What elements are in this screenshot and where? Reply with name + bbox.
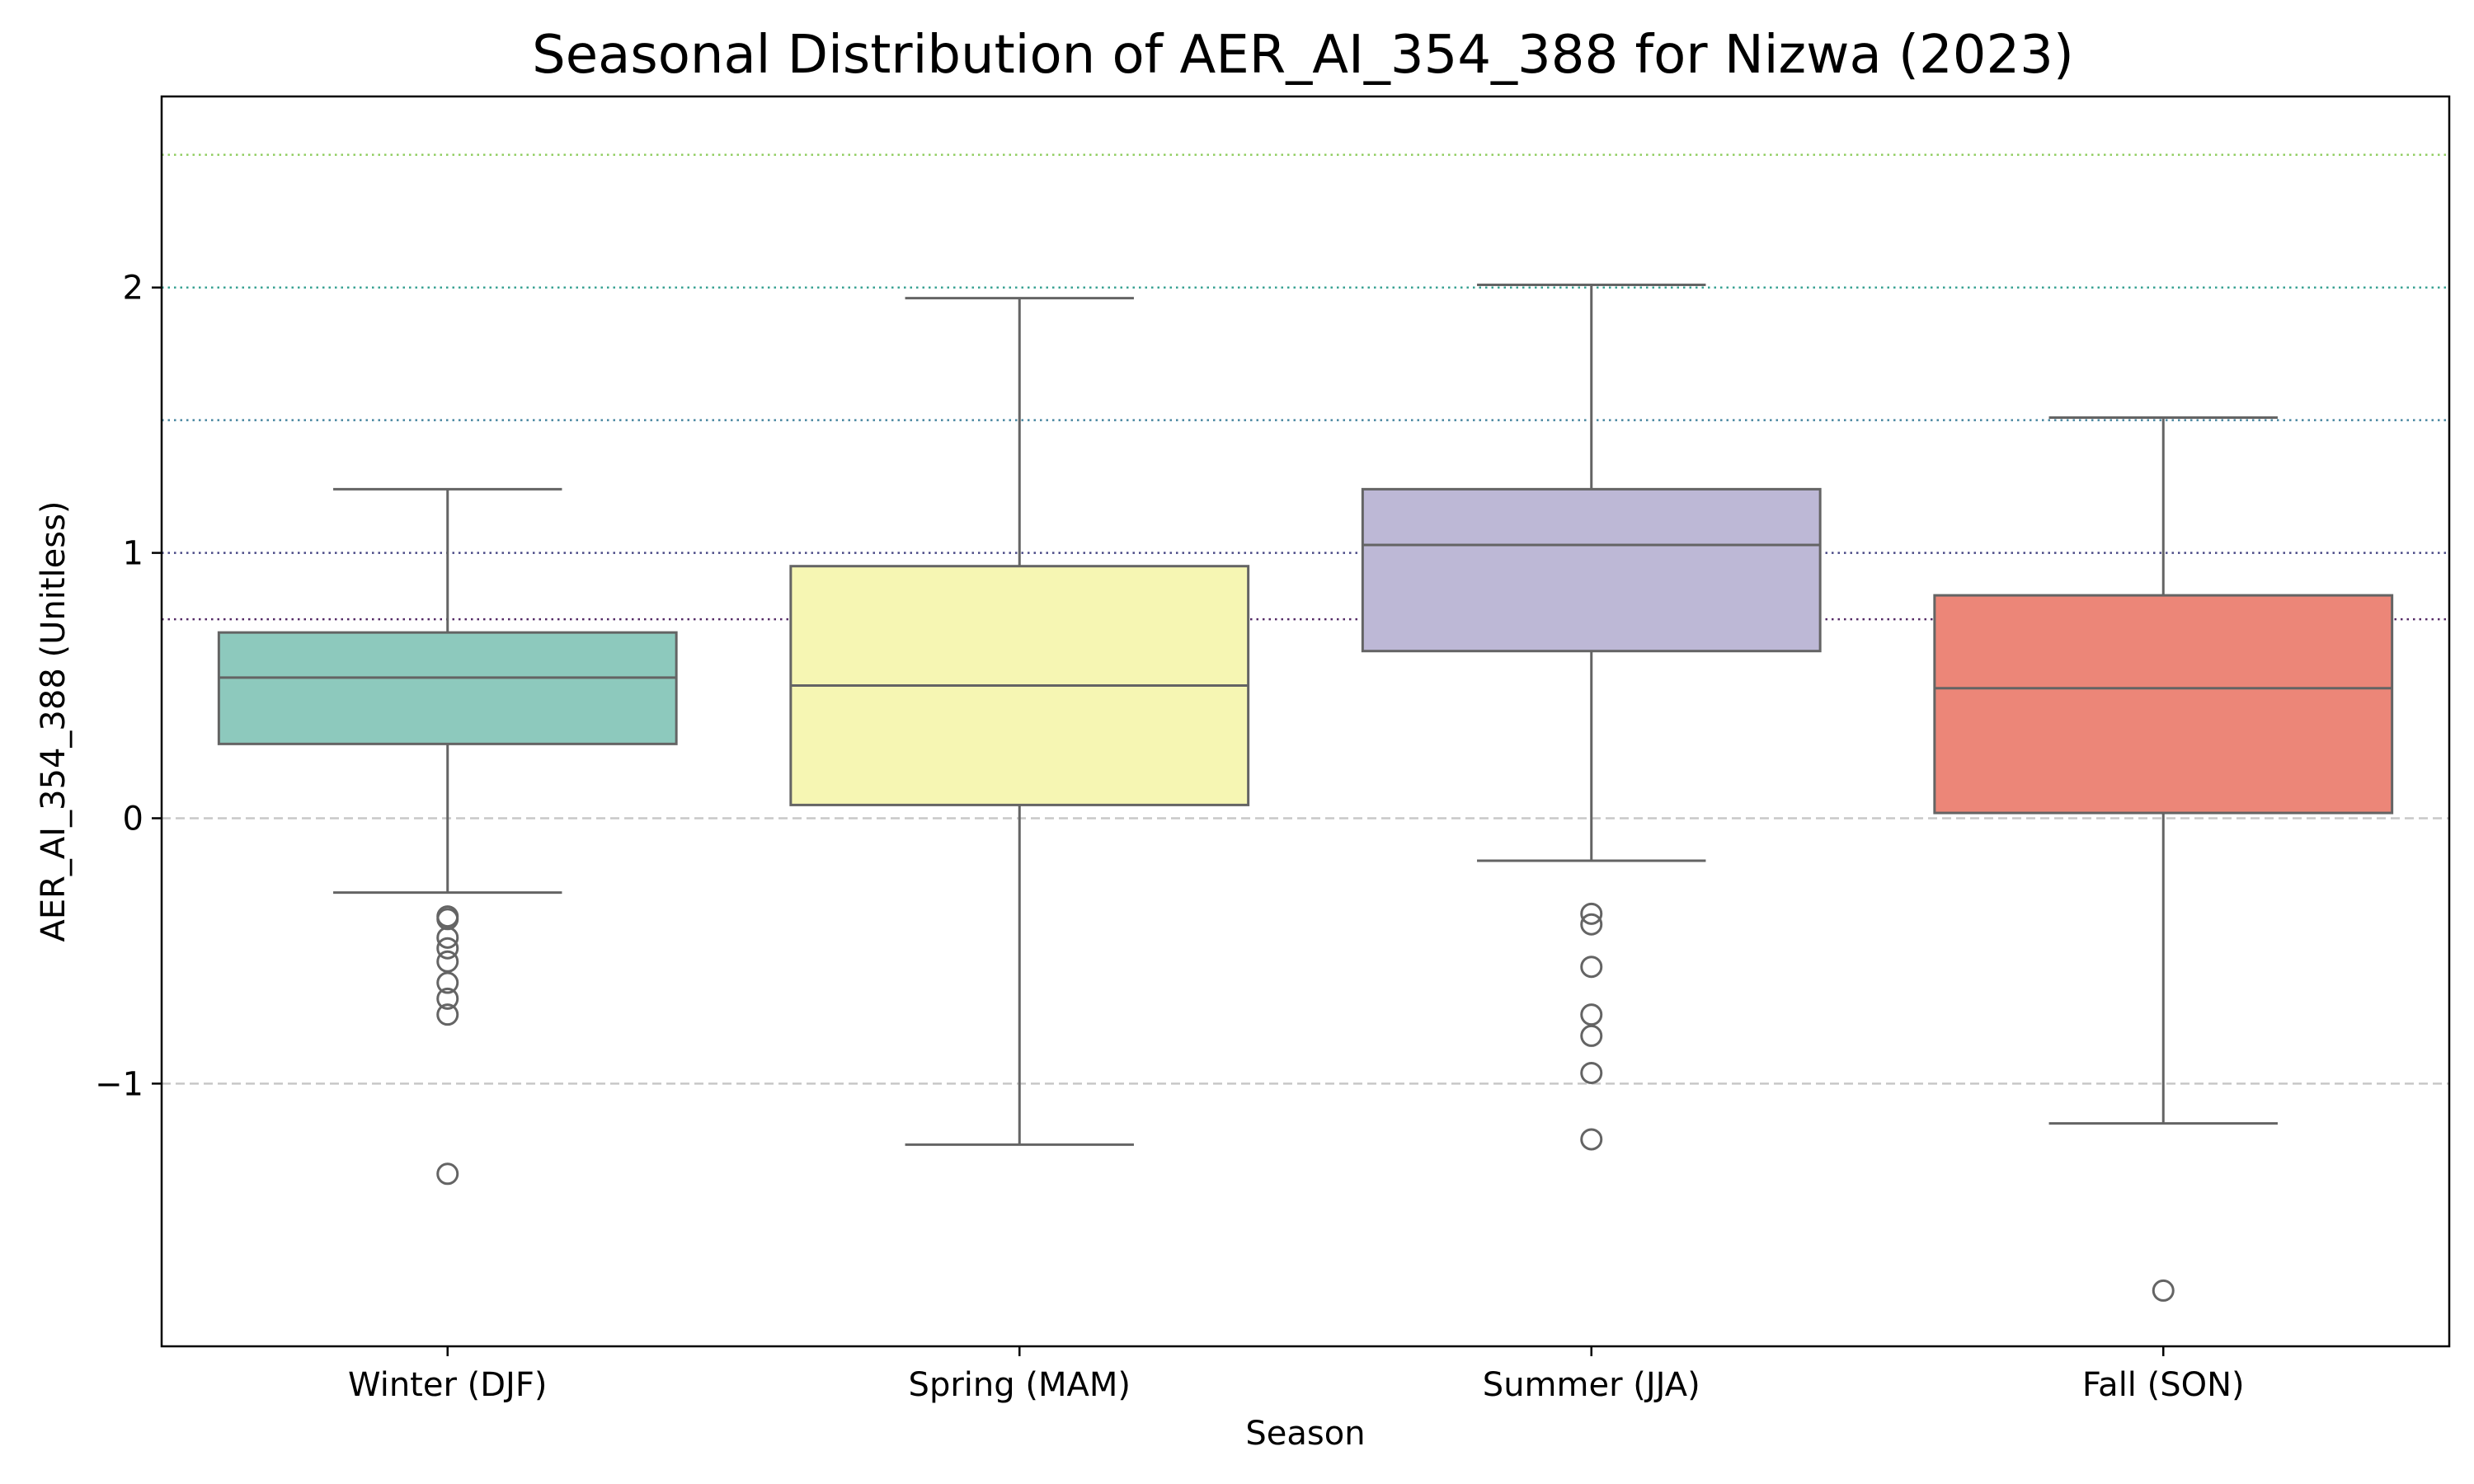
box-0 bbox=[217, 487, 678, 1186]
outlier-point bbox=[436, 926, 459, 949]
y-axis-label: AER_AI_354_388 (Unitless) bbox=[35, 500, 73, 942]
box-2 bbox=[1361, 284, 1822, 1151]
outlier-point bbox=[436, 950, 459, 973]
box-3 bbox=[1933, 416, 2394, 1302]
box-iqr bbox=[1933, 594, 2394, 815]
y-tick-label: 2 bbox=[123, 270, 143, 308]
outlier-point bbox=[436, 971, 459, 994]
outlier-point bbox=[1580, 956, 1603, 979]
plot-frame bbox=[160, 95, 2451, 1348]
y-tick-label: −1 bbox=[95, 1065, 143, 1103]
outlier-point bbox=[1580, 1024, 1603, 1047]
y-axis-ticks: −1 0 1 2 bbox=[95, 270, 162, 1103]
box-1 bbox=[789, 297, 1250, 1146]
box-iqr bbox=[217, 631, 678, 745]
outlier-point bbox=[1580, 1128, 1603, 1151]
y-tick-label: 1 bbox=[123, 535, 143, 573]
outlier-point bbox=[2152, 1279, 2175, 1302]
box-iqr bbox=[1361, 487, 1822, 653]
outlier-point bbox=[1580, 913, 1603, 936]
x-tick-label: Winter (DJF) bbox=[348, 1366, 547, 1404]
outlier-point bbox=[436, 937, 459, 960]
outlier-point bbox=[1580, 902, 1603, 925]
outlier-point bbox=[436, 1162, 459, 1186]
outlier-point bbox=[1580, 1003, 1603, 1026]
x-axis-label: Season bbox=[1245, 1415, 1365, 1453]
x-tick-label: Spring (MAM) bbox=[909, 1366, 1131, 1404]
boxes bbox=[217, 284, 2394, 1302]
outlier-point bbox=[1580, 1061, 1603, 1084]
outlier-point bbox=[436, 1003, 459, 1026]
chart-title: Seasonal Distribution of AER_AI_354_388 … bbox=[532, 25, 2074, 86]
x-axis-ticks: Winter (DJF) Spring (MAM) Summer (JJA) Fall… bbox=[348, 1346, 2245, 1404]
x-tick-label: Fall (SON) bbox=[2082, 1366, 2245, 1404]
x-tick-label: Summer (JJA) bbox=[1483, 1366, 1700, 1404]
y-tick-label: 0 bbox=[123, 800, 143, 838]
outlier-point bbox=[436, 987, 459, 1010]
